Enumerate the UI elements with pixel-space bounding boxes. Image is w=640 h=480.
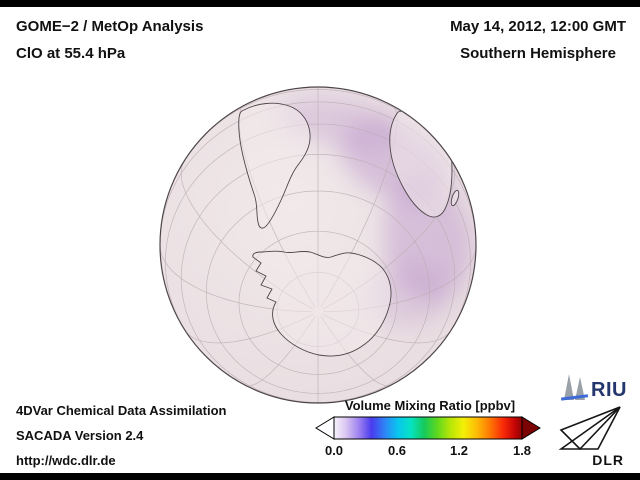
datetime-label: May 14, 2012, 12:00 GMT <box>450 18 626 35</box>
colorbar-tick-3: 1.8 <box>512 443 532 458</box>
colorbar-tick-1: 0.6 <box>387 443 407 458</box>
url-label: http://wdc.dlr.de <box>16 453 116 468</box>
colorbar-title: Volume Mixing Ratio [ppbv] <box>344 398 516 413</box>
globe-outline <box>159 86 477 404</box>
riu-logo: RIU <box>561 371 627 401</box>
dlr-logo-text: DLR <box>592 452 624 468</box>
hemisphere-label: Southern Hemisphere <box>460 45 616 62</box>
colorbar-tick-0: 0.0 <box>324 443 344 458</box>
top-black-bar <box>0 0 640 7</box>
colorbar-tick-2: 1.2 <box>449 443 469 458</box>
instrument-title: GOME−2 / MetOp Analysis <box>16 18 204 35</box>
colorbar-gradient <box>333 416 523 440</box>
method-label: 4DVar Chemical Data Assimilation <box>16 403 227 418</box>
dlr-logo-icon <box>558 406 621 451</box>
island-madagascar <box>450 189 460 207</box>
riu-logo-text: RIU <box>591 379 627 401</box>
cathedral-icon <box>561 374 589 401</box>
species-level-title: ClO at 55.4 hPa <box>16 45 126 62</box>
title-block: GOME−2 / MetOp Analysis ClO at 55.4 hPa <box>16 13 203 67</box>
credits-block: 4DVar Chemical Data Assimilation SACADA … <box>16 398 227 473</box>
datetime-block: May 14, 2012, 12:00 GMT Southern Hemisph… <box>450 13 626 67</box>
version-label: SACADA Version 2.4 <box>16 428 144 443</box>
continent-south-america <box>238 102 311 229</box>
colorbar <box>315 416 541 440</box>
bottom-black-bar <box>0 473 640 480</box>
colorbar-left-arrow <box>315 416 335 440</box>
dlr-logo: DLR <box>558 404 626 468</box>
continent-antarctica <box>252 250 392 357</box>
colorbar-right-arrow <box>521 416 541 440</box>
colorbar-block: Volume Mixing Ratio [ppbv] 0.0 0.6 1.2 1… <box>310 398 550 460</box>
